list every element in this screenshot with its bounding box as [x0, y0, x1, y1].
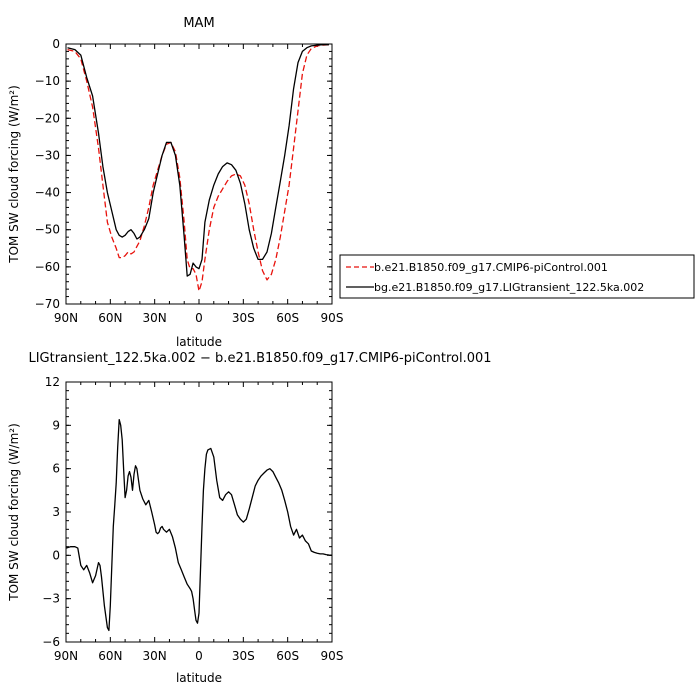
- plot-frame: [65, 43, 333, 305]
- y-tick-label: −30: [35, 148, 60, 162]
- x-tick-label: 90S: [321, 311, 344, 325]
- x-tick-label: 30N: [143, 649, 167, 663]
- x-tick-label: 60N: [98, 311, 122, 325]
- y-tick-label: 9: [52, 418, 60, 432]
- y-tick-label: −20: [35, 111, 60, 125]
- y-axis-label: TOM SW cloud forcing (W/m²): [7, 85, 21, 264]
- x-tick-label: 90N: [54, 649, 78, 663]
- y-tick-label: 0: [52, 37, 60, 51]
- legend-label-1: bg.e21.B1850.f09_g17.LIGtransient_122.5k…: [374, 281, 644, 294]
- series-line-1: [67, 44, 329, 277]
- y-axis-label: TOM SW cloud forcing (W/m²): [7, 423, 21, 602]
- x-tick-label: 60S: [276, 311, 299, 325]
- top-panel: MAM 90N 60N 30N 0 30S 60S 90S 0 −10 −20 −30 −40 −50 −6…: [7, 16, 343, 349]
- legend-label-0: b.e21.B1850.f09_g17.CMIP6-piControl.001: [374, 261, 608, 274]
- x-axis-label: latitude: [176, 335, 222, 349]
- y-tick-label: −70: [35, 297, 60, 311]
- legend: b.e21.B1850.f09_g17.CMIP6-piControl.001b…: [339, 254, 695, 299]
- x-axis-label: latitude: [176, 671, 222, 685]
- x-tick-label: 0: [195, 311, 203, 325]
- y-tick-label: 3: [52, 505, 60, 519]
- legend-box: [339, 254, 695, 299]
- y-tick-label: 0: [52, 548, 60, 562]
- x-tick-label: 60S: [276, 649, 299, 663]
- x-tick-label: 30S: [232, 311, 255, 325]
- y-tick-label: −50: [35, 223, 60, 237]
- x-tick-label: 90S: [321, 649, 344, 663]
- chart-title: MAM: [183, 16, 214, 31]
- x-tick-label: 90N: [54, 311, 78, 325]
- series-line-0: [65, 418, 333, 632]
- x-tick-label: 0: [195, 649, 203, 663]
- x-tick-label: 30N: [143, 311, 167, 325]
- y-tick-label: −10: [35, 74, 60, 88]
- x-tick-label: 30S: [232, 649, 255, 663]
- y-tick-label: −6: [42, 635, 60, 649]
- series-line-0: [67, 44, 330, 292]
- y-tick-label: −60: [35, 260, 60, 274]
- x-tick-label: 60N: [98, 649, 122, 663]
- y-tick-label: −3: [42, 592, 60, 606]
- bottom-panel: LIGtransient_122.5ka.002 − b.e21.B1850.f…: [7, 351, 492, 685]
- y-tick-label: 6: [52, 462, 60, 476]
- y-tick-label: −40: [35, 186, 60, 200]
- y-tick-label: 12: [45, 375, 60, 389]
- plot-frame: [65, 381, 333, 643]
- chart-title: LIGtransient_122.5ka.002 − b.e21.B1850.f…: [28, 351, 491, 366]
